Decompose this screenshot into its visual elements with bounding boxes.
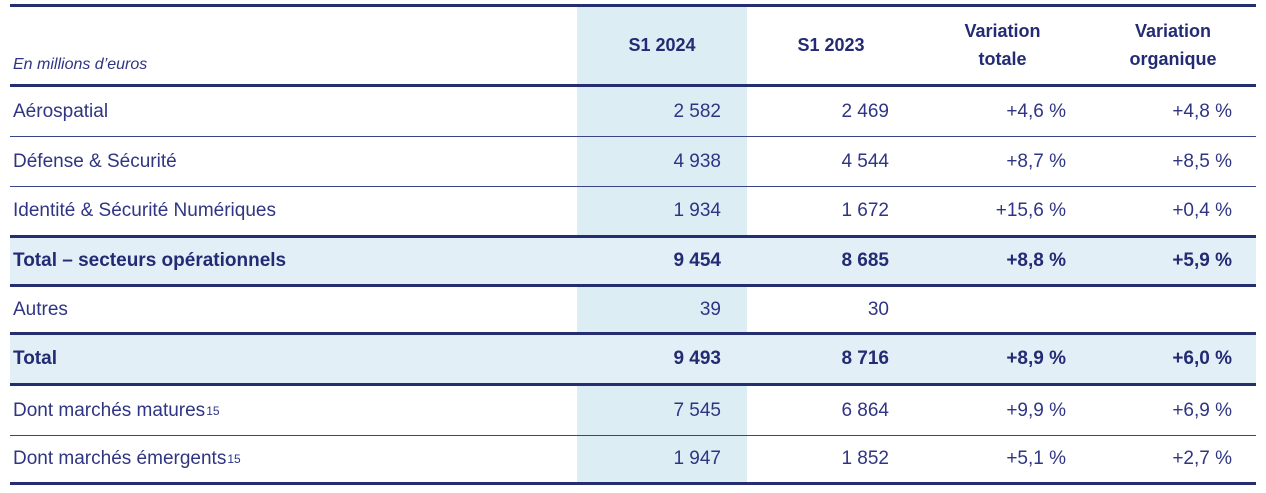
table-row-total-secteurs-operationnels: Total – secteurs opérationnels 9 454 8 6… bbox=[10, 238, 1256, 287]
cell-s1-2023: 8 685 bbox=[841, 250, 889, 271]
cell-variation-organique: +6,9 % bbox=[1172, 399, 1232, 421]
row-label: Autres bbox=[13, 298, 68, 320]
cell-s1-2024: 39 bbox=[577, 287, 747, 332]
table-row-autres: Autres 39 30 bbox=[10, 287, 1256, 335]
cell-s1-2024: 9 454 bbox=[577, 238, 747, 284]
column-header-variation-organique: Variation organique bbox=[1129, 20, 1217, 69]
row-label-text: Dont marchés émergents bbox=[13, 448, 227, 469]
cell-s1-2023: 8 716 bbox=[841, 348, 889, 369]
cell-variation-organique: +8,5 % bbox=[1172, 150, 1232, 172]
cell-variation-organique: +0,4 % bbox=[1172, 200, 1232, 221]
cell-s1-2023: 2 469 bbox=[841, 100, 889, 122]
cell-variation-organique bbox=[1090, 287, 1256, 332]
row-label: Identité & Sécurité Numériques bbox=[13, 200, 276, 221]
cell-s1-2023: 4 544 bbox=[841, 150, 889, 172]
cell-variation-organique: +5,9 % bbox=[1172, 250, 1232, 271]
cell-s1-2024: 2 582 bbox=[577, 87, 747, 136]
cell-variation-organique: +2,7 % bbox=[1172, 448, 1232, 469]
cell-s1-2023: 1 852 bbox=[841, 448, 889, 469]
cell-variation-totale: +4,6 % bbox=[1006, 100, 1066, 122]
cell-variation-organique: +4,8 % bbox=[1172, 100, 1232, 122]
table-row-aerospatial: Aérospatial 2 582 2 469 +4,6 % +4,8 % bbox=[10, 87, 1256, 137]
column-header-variation-totale: Variation totale bbox=[964, 20, 1041, 69]
row-label: Dont marchés matures 15 bbox=[13, 399, 220, 421]
column-header-s1-2024: S1 2024 bbox=[577, 7, 747, 84]
cell-s1-2023: 6 864 bbox=[841, 399, 889, 421]
row-label: Dont marchés émergents 15 bbox=[13, 448, 241, 469]
cell-s1-2024: 7 545 bbox=[577, 386, 747, 435]
table-header-row: En millions d’euros S1 2024 S1 2023 Vari… bbox=[10, 4, 1256, 87]
row-label: Défense & Sécurité bbox=[13, 150, 177, 172]
cell-variation-totale bbox=[915, 287, 1090, 332]
row-label: Total bbox=[13, 348, 57, 369]
row-label-text: Dont marchés matures bbox=[13, 399, 206, 421]
table-row-defense-securite: Défense & Sécurité 4 938 4 544 +8,7 % +8… bbox=[10, 137, 1256, 187]
cell-variation-organique: +6,0 % bbox=[1172, 348, 1232, 369]
column-header-s1-2023: S1 2023 bbox=[797, 35, 865, 55]
row-label: Aérospatial bbox=[13, 100, 109, 122]
cell-s1-2024: 1 947 bbox=[577, 436, 747, 482]
cell-s1-2024: 9 493 bbox=[577, 335, 747, 383]
cell-s1-2024: 1 934 bbox=[577, 187, 747, 235]
row-label: Total – secteurs opérationnels bbox=[13, 250, 287, 271]
cell-variation-totale: +8,7 % bbox=[1006, 150, 1066, 172]
table-row-identite-securite-numeriques: Identité & Sécurité Numériques 1 934 1 6… bbox=[10, 187, 1256, 238]
cell-s1-2023: 30 bbox=[867, 298, 889, 320]
cell-s1-2024: 4 938 bbox=[577, 137, 747, 186]
cell-variation-totale: +8,8 % bbox=[1006, 250, 1066, 271]
cell-variation-totale: +8,9 % bbox=[1006, 348, 1066, 369]
table-row-dont-marches-matures: Dont marchés matures 15 7 545 6 864 +9,9 … bbox=[10, 386, 1256, 436]
cell-s1-2023: 1 672 bbox=[841, 200, 889, 221]
revenue-by-sector-table: En millions d’euros S1 2024 S1 2023 Vari… bbox=[10, 4, 1256, 485]
cell-variation-totale: +15,6 % bbox=[995, 200, 1066, 221]
cell-variation-totale: +9,9 % bbox=[1006, 399, 1066, 421]
cell-variation-totale: +5,1 % bbox=[1006, 448, 1066, 469]
unit-label: En millions d’euros bbox=[13, 56, 148, 73]
table-row-dont-marches-emergents: Dont marchés émergents 15 1 947 1 852 +5,… bbox=[10, 436, 1256, 485]
table-row-total: Total 9 493 8 716 +8,9 % +6,0 % bbox=[10, 335, 1256, 386]
